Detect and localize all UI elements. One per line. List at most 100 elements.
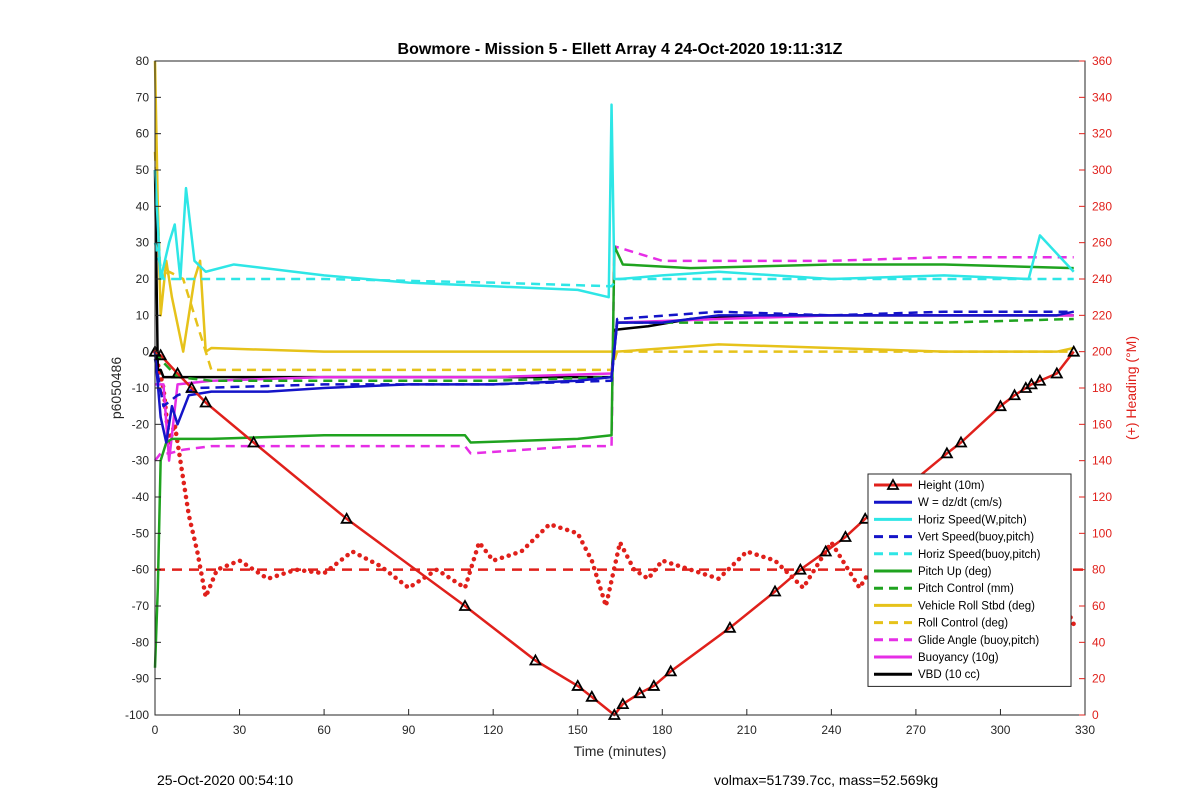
legend: Height (10m) W = dz/dt (cm/s) Horiz Speed(… <box>867 473 1072 687</box>
y-tick-label: -50 <box>132 526 150 540</box>
y-tick-label: 70 <box>136 90 150 104</box>
y-tick-label: 80 <box>136 54 150 68</box>
y-tick-label: 30 <box>136 236 150 250</box>
y2-tick-label: 280 <box>1092 199 1112 213</box>
legend-entry: Horiz Speed(W,pitch) <box>918 514 1027 526</box>
height-marker <box>458 599 472 611</box>
y2-tick-label: 0 <box>1092 708 1099 722</box>
x-tick-label: 150 <box>568 723 588 737</box>
x-tick-label: 240 <box>821 723 841 737</box>
y-tick-label: 50 <box>136 163 150 177</box>
y2-tick-label: 180 <box>1092 381 1112 395</box>
y2-tick-label: 220 <box>1092 308 1112 322</box>
y2-tick-label: 120 <box>1092 490 1112 504</box>
x-tick-label: 270 <box>906 723 926 737</box>
x-tick-label: 180 <box>652 723 672 737</box>
height-marker <box>247 435 261 448</box>
y-tick-label: 60 <box>136 127 150 141</box>
series-horiz-speed-w-pitch <box>153 103 1075 299</box>
height-marker <box>768 584 782 597</box>
legend-entry: Pitch Up (deg) <box>918 566 992 578</box>
series-layer <box>148 60 1085 720</box>
y-tick-label: -40 <box>132 490 150 504</box>
y-axis-ticks: -100-90-80-70-60-50-40-30-20-10010203040… <box>125 54 161 722</box>
legend-entry: Vehicle Roll Stbd (deg) <box>918 600 1035 612</box>
y-tick-label: -80 <box>132 635 150 649</box>
x-tick-label: 120 <box>483 723 503 737</box>
y-tick-label: -10 <box>132 381 150 395</box>
legend-entry: Height (10m) <box>918 480 985 492</box>
x-tick-label: 330 <box>1075 723 1095 737</box>
x-tick-label: 300 <box>990 723 1010 737</box>
height-marker <box>819 544 833 557</box>
legend-entry: W = dz/dt (cm/s) <box>918 497 1002 509</box>
legend-entry: Roll Control (deg) <box>918 618 1008 630</box>
plot-area <box>148 60 1086 720</box>
height-marker <box>647 679 661 691</box>
height-marker <box>1067 344 1081 357</box>
y-tick-label: 10 <box>136 308 150 322</box>
y2-tick-label: 20 <box>1092 672 1106 686</box>
height-marker <box>633 686 647 699</box>
y2-tick-label: 300 <box>1092 163 1112 177</box>
chart-title: Bowmore - Mission 5 - Ellett Array 4 24-… <box>398 41 843 58</box>
height-marker <box>1024 377 1038 390</box>
series-pitch-up-deg <box>153 245 1074 668</box>
y2-tick-label: 140 <box>1092 454 1112 468</box>
height-marker <box>199 395 213 408</box>
height-marker <box>154 348 168 361</box>
y-tick-label: 20 <box>136 272 150 286</box>
x-axis-ticks: 0 30 60 90 120 150 180 210 240 270 300 330 <box>152 709 1095 737</box>
y-tick-label: -60 <box>132 563 150 577</box>
height-marker <box>793 562 807 575</box>
legend-entry: Vert Speed(buoy,pitch) <box>918 532 1034 544</box>
height-marker <box>1008 388 1022 401</box>
y-tick-label: -100 <box>125 708 149 722</box>
legend-entry: Buoyancy (10g) <box>918 652 999 664</box>
y2-tick-label: 160 <box>1092 417 1112 431</box>
y-axis-label: p6050486 <box>108 357 124 420</box>
y2-tick-label: 320 <box>1092 127 1112 141</box>
height-marker <box>528 653 542 666</box>
height-marker <box>993 399 1007 412</box>
height-marker <box>940 446 954 459</box>
y2-tick-label: 200 <box>1092 345 1112 359</box>
height-marker <box>171 366 185 379</box>
y2-axis-label: (+) Heading (°M) <box>1123 336 1139 440</box>
series-glide-angle-buoy-pitch <box>154 245 1074 462</box>
height-marker <box>723 620 737 633</box>
legend-entry: Horiz Speed(buoy,pitch) <box>918 549 1041 561</box>
y-tick-label: -30 <box>132 454 150 468</box>
height-marker <box>1050 366 1064 379</box>
y2-tick-label: 340 <box>1092 90 1112 104</box>
y-tick-label: -20 <box>132 417 150 431</box>
x-tick-label: 60 <box>317 723 331 737</box>
y2-tick-label: 240 <box>1092 272 1112 286</box>
y-tick-label: -90 <box>132 672 150 686</box>
x-tick-label: 210 <box>737 723 757 737</box>
height-marker <box>571 679 585 691</box>
footer-timestamp: 25-Oct-2020 00:54:10 <box>157 772 294 788</box>
height-marker <box>664 664 678 677</box>
y-tick-label: 40 <box>136 199 150 213</box>
footer-volume-mass: volmax=51739.7cc, mass=52.569kg <box>714 772 939 788</box>
x-axis-label: Time (minutes) <box>574 743 667 759</box>
x-tick-label: 0 <box>152 723 159 737</box>
legend-entry: Glide Angle (buoy,pitch) <box>918 635 1039 647</box>
y-tick-label: -70 <box>132 599 150 613</box>
height-marker <box>954 435 968 448</box>
series-pitch-control-mm <box>154 317 1074 382</box>
series-vehicle-roll-stbd-deg <box>153 60 1074 353</box>
y2-tick-label: 360 <box>1092 54 1112 68</box>
y2-tick-label: 40 <box>1092 635 1106 649</box>
height-marker <box>585 689 599 702</box>
y2-tick-label: 80 <box>1092 563 1106 577</box>
height-marker <box>340 511 354 524</box>
height-marker <box>1033 373 1047 386</box>
y2-tick-label: 60 <box>1092 599 1106 613</box>
height-marker <box>185 381 199 393</box>
height-marker <box>838 530 852 542</box>
legend-box <box>867 473 1072 687</box>
legend-entry: Pitch Control (mm) <box>918 583 1014 595</box>
